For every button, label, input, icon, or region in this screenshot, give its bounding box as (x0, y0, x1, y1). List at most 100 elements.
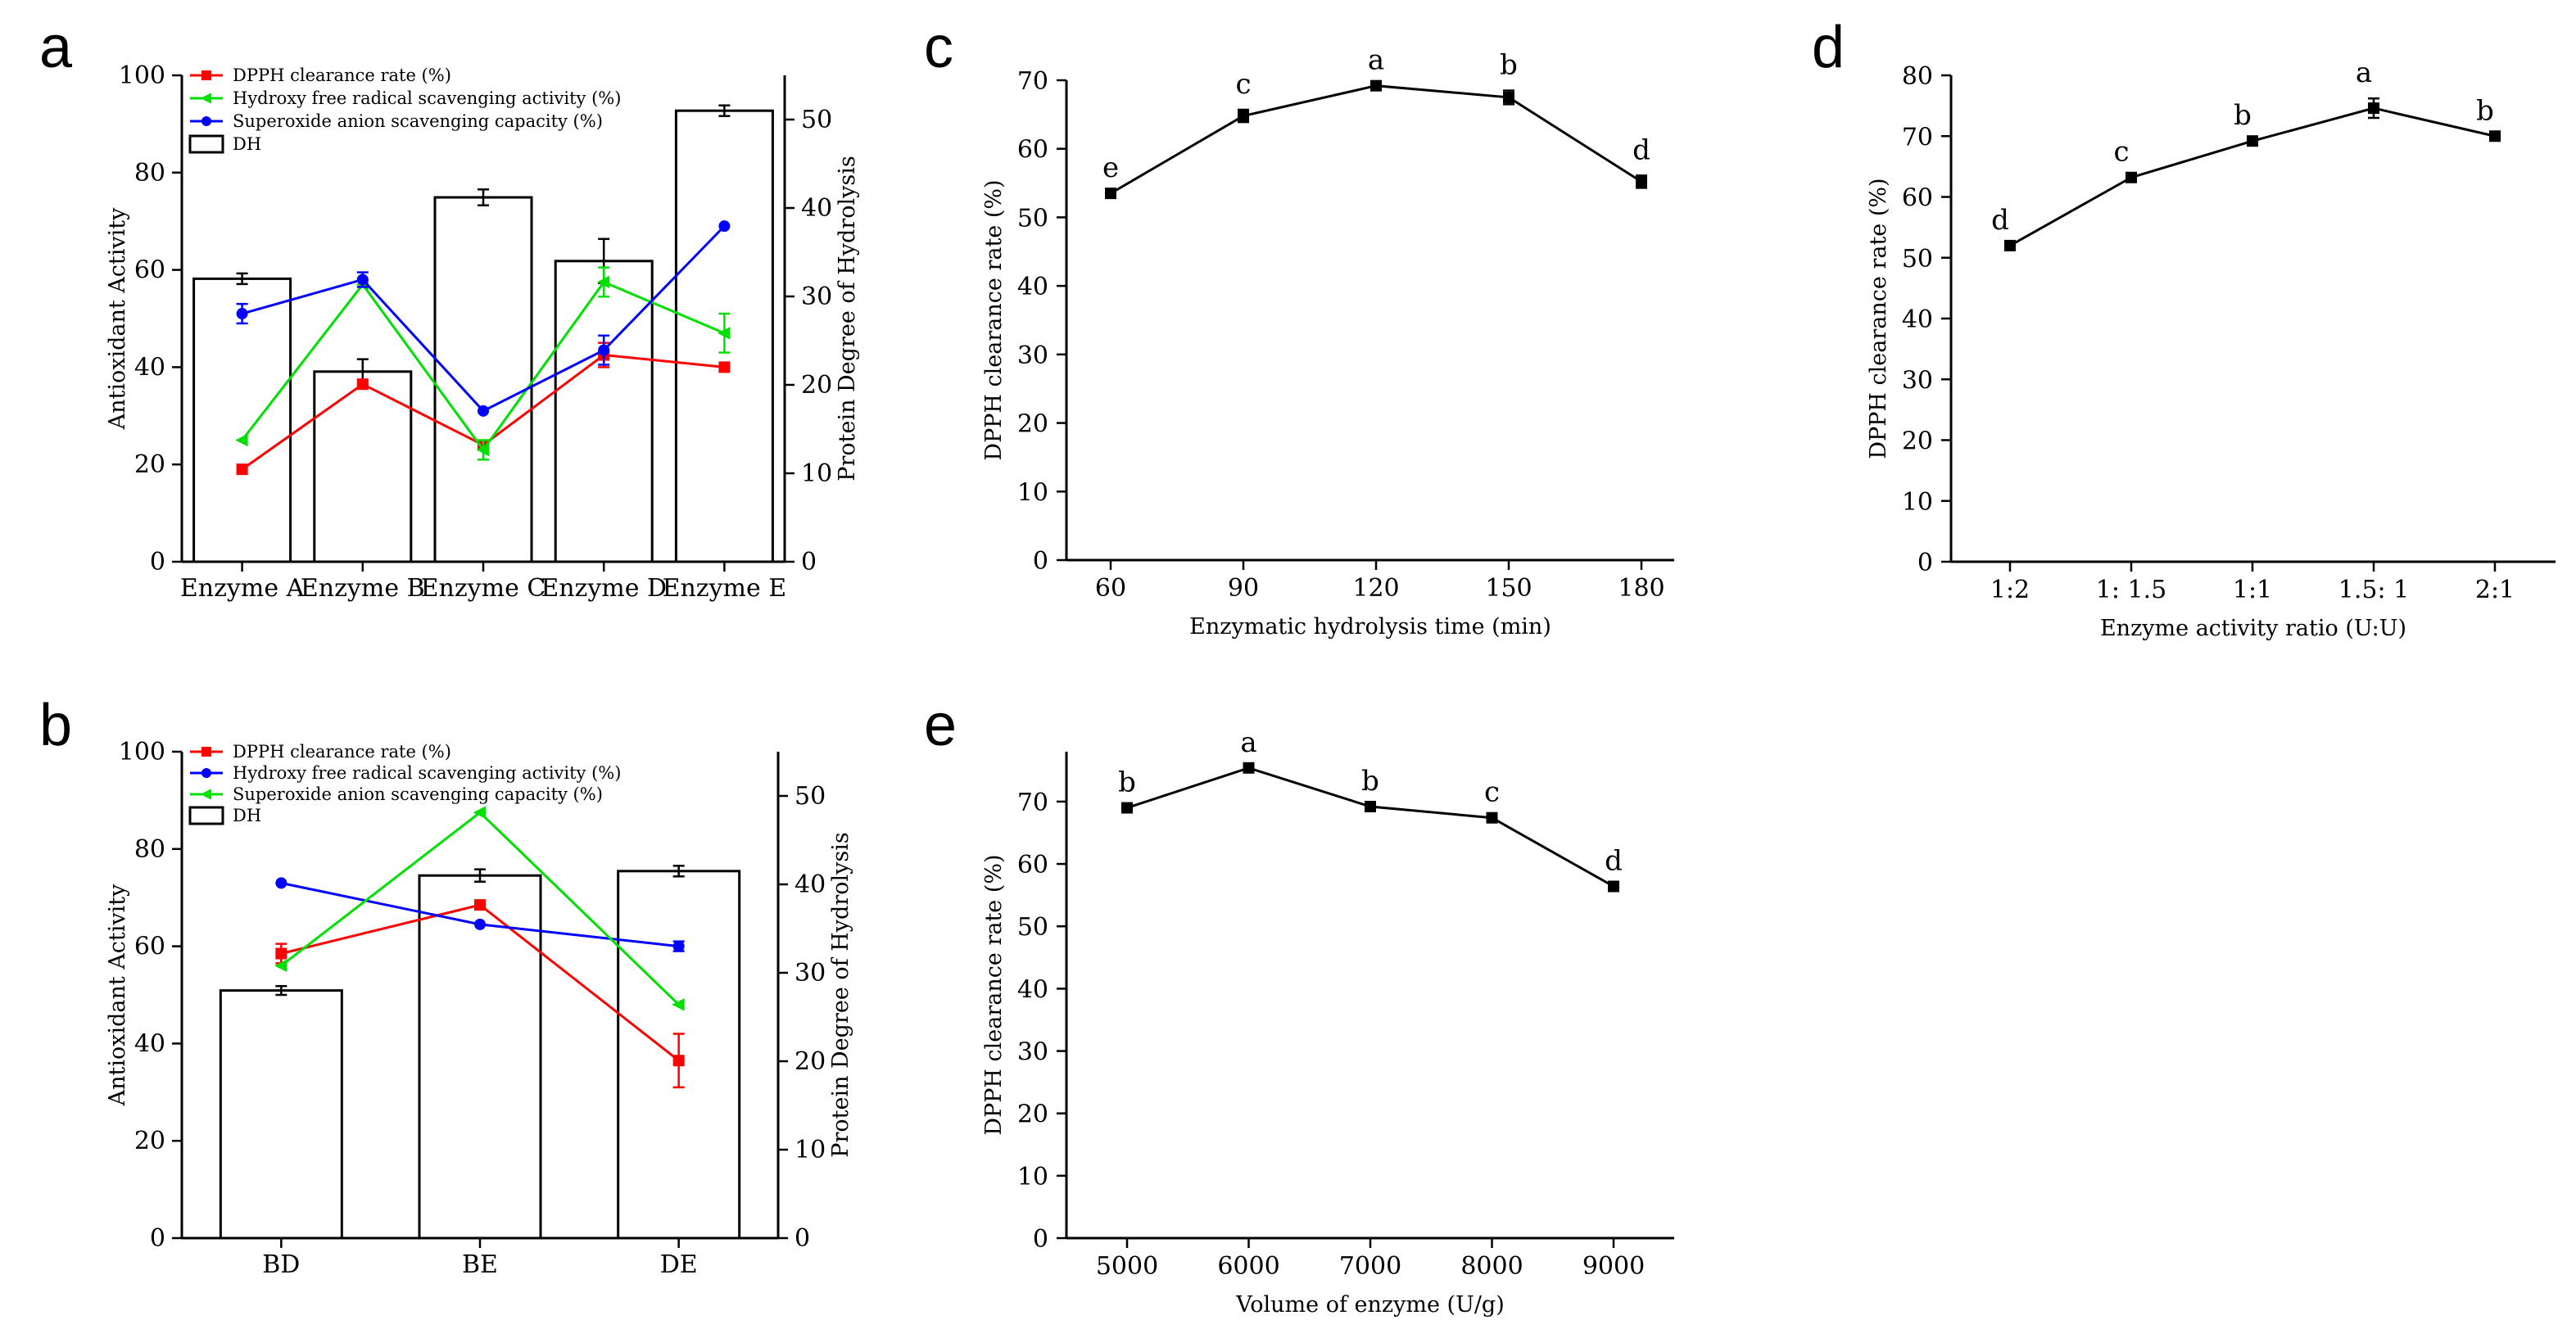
y-tick-label-left: 60 (134, 256, 165, 285)
significance-letter: a (1240, 726, 1256, 759)
series-2-point (275, 877, 287, 889)
dh-error-bar (478, 188, 489, 207)
y-tick-label: 60 (1017, 851, 1048, 879)
y-tick-label-right: 40 (795, 870, 826, 899)
data-point (1486, 811, 1498, 824)
series-1-point (474, 899, 486, 911)
series-2-point (672, 940, 685, 952)
dh-bar (192, 277, 292, 563)
legend: DPPH clearance rate (%) Hydroxy free radi… (188, 66, 621, 154)
y-tick-label-right: 20 (795, 1047, 826, 1076)
data-point (2126, 171, 2137, 183)
y2-axis-title: Protein Degree of Hydrolysis (828, 832, 853, 1157)
y-tick-label: 0 (1917, 549, 1933, 577)
dh-error-bar (474, 868, 486, 884)
x-tick-label: 2:1 (2475, 576, 2515, 604)
x-tick-label: 150 (1485, 574, 1532, 603)
data-point (1370, 79, 1382, 92)
x-tick-label: 1:2 (1990, 576, 2030, 604)
x-axis-title: Enzyme activity ratio (U:U) (2100, 616, 2406, 641)
legend-marker-2 (201, 768, 211, 778)
y-tick-label: 50 (1017, 204, 1048, 233)
significance-letter: d (1632, 133, 1650, 166)
x-tick-label: Enzyme E (663, 574, 787, 603)
data-point (1105, 188, 1116, 200)
y-tick-label-left: 80 (134, 159, 165, 188)
legend-swatch-dh (188, 134, 224, 154)
series-2-point (476, 443, 489, 457)
significance-letter: b (1500, 49, 1518, 82)
y-tick-label: 60 (1017, 136, 1048, 165)
series-2-point (718, 327, 731, 340)
legend-label-dh: DH (233, 806, 261, 825)
x-tick-label: 1.5: 1 (2338, 576, 2409, 604)
y-axis-title: Antioxidant Activity (105, 884, 130, 1107)
significance-letter: d (1605, 844, 1623, 877)
legend-label-2: Hydroxy free radical scavenging activity… (233, 763, 621, 783)
y-tick-label-right: 0 (795, 1224, 810, 1253)
panel-letter-d: d (1812, 15, 1845, 80)
x-tick-label: 1: 1.5 (2096, 576, 2166, 604)
significance-letter: e (1102, 151, 1119, 184)
series-3-point (672, 998, 685, 1011)
y-tick-label-right: 50 (801, 106, 832, 134)
y-tick-label-right: 40 (801, 194, 832, 223)
y-tick-label: 60 (1902, 184, 1933, 213)
panel-letter-b: b (39, 693, 72, 758)
y-tick-label: 30 (1902, 366, 1933, 395)
x-tick-label: 1:1 (2233, 576, 2272, 604)
x-tick-label: DE (660, 1250, 698, 1279)
series-2-point (235, 433, 248, 447)
series-2-point (474, 918, 486, 930)
y-tick-label-left: 20 (134, 450, 165, 479)
legend-marker-3 (200, 789, 211, 800)
x-tick-label: 7000 (1339, 1252, 1401, 1281)
legend-marker-2 (200, 93, 211, 104)
legend-label-dh: DH (233, 134, 261, 154)
significance-letter: b (2476, 94, 2494, 127)
y-tick-label: 0 (1033, 1225, 1048, 1254)
legend-marker-1 (201, 747, 211, 757)
y2-axis-title: Protein Degree of Hydrolysis (835, 156, 860, 481)
x-tick-label: 180 (1618, 574, 1664, 603)
series-3-point (478, 405, 489, 417)
x-axis-title: Enzymatic hydrolysis time (min) (1189, 614, 1551, 640)
chart-panel-c: e c a b d 0 10 20 30 40 50 60 70 60 90 120 150 180 Enzymat… (981, 44, 1674, 640)
y-tick-label-right: 30 (795, 959, 826, 988)
x-tick-label: Enzyme D (541, 574, 667, 603)
data-point (1121, 802, 1133, 814)
y-tick-label: 40 (1017, 975, 1048, 1004)
dh-bar (433, 196, 533, 563)
data-point (1608, 880, 1619, 893)
dh-error-bar (236, 272, 248, 286)
y-tick-label-right: 10 (801, 459, 832, 488)
legend-marker-3 (201, 116, 211, 126)
data-point (2247, 135, 2258, 147)
y-tick-label: 10 (1017, 1163, 1048, 1191)
significance-letter: b (1118, 766, 1136, 799)
y-tick-label: 50 (1902, 245, 1933, 273)
significance-letter: a (1368, 44, 1384, 77)
series-1-point (236, 463, 248, 476)
y-axis-title: Antioxidant Activity (105, 207, 130, 431)
x-tick-label: 90 (1228, 574, 1259, 603)
x-tick-label: Enzyme C (421, 574, 546, 603)
significance-letter: b (2234, 99, 2252, 132)
x-axis-title: Volume of enzyme (U/g) (1235, 1292, 1505, 1318)
y-tick-label: 80 (1902, 62, 1933, 91)
legend-marker-1 (201, 70, 211, 80)
chart-panel-b: 0 20 40 60 80 100 0 10 20 30 40 50 BD BE DE Antioxidant… (105, 738, 853, 1279)
x-tick-label: BD (262, 1250, 300, 1279)
y-tick-label-left: 0 (150, 548, 165, 576)
series-line (1110, 84, 1642, 195)
y-tick-label: 0 (1033, 547, 1048, 576)
y-axis-title: DPPH clearance rate (%) (981, 179, 1007, 460)
y-tick-label: 20 (1017, 1101, 1048, 1129)
y-axis-title: DPPH clearance rate (%) (1866, 178, 1891, 459)
significance-letter: a (2356, 57, 2372, 89)
y-tick-label-left: 20 (134, 1127, 165, 1155)
y-tick-label-right: 30 (801, 283, 832, 311)
y-tick-label: 10 (1902, 488, 1933, 517)
data-point (1365, 801, 1376, 813)
